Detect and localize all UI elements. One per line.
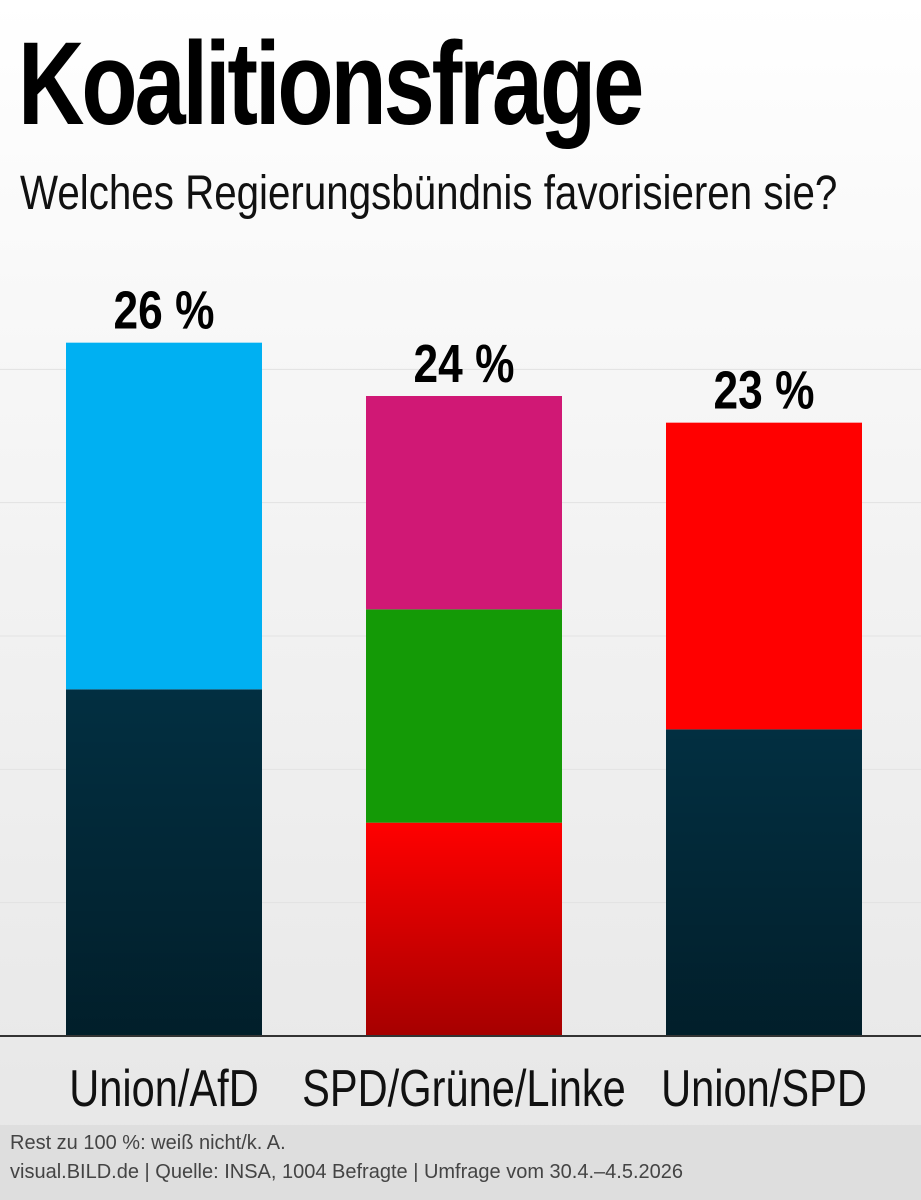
footnote-rest: Rest zu 100 %: weiß nicht/k. A. [10, 1132, 286, 1154]
footnote-source: visual.BILD.de | Quelle: INSA, 1004 Befr… [10, 1161, 683, 1183]
footer-bar [0, 1125, 921, 1200]
bars [66, 342, 862, 1036]
value-label: 23 % [714, 361, 815, 421]
value-labels: 26 % 24 % 23 % [114, 281, 815, 421]
category-label: SPD/Grüne/Linke [302, 1059, 626, 1118]
chart-title: Koalitionsfrage [18, 18, 644, 150]
value-label: 26 % [114, 281, 215, 341]
bar-segment-shade [66, 689, 262, 1036]
bar-segment-shade [666, 729, 862, 1036]
bar-segment [366, 396, 562, 610]
value-label: 24 % [414, 334, 515, 394]
bar-segment [366, 609, 562, 823]
bar-segment-shade [366, 822, 562, 1036]
bar-segment [666, 422, 862, 730]
category-label: Union/AfD [69, 1059, 259, 1118]
bar-segment [66, 342, 262, 690]
category-label: Union/SPD [661, 1059, 867, 1118]
stacked-bar-chart: 26 %24 % 23 % Union/AfD SPD/Grüne/Linke Uni… [0, 281, 921, 1118]
category-labels: Union/AfD SPD/Grüne/Linke Union/SPD [69, 1059, 867, 1118]
chart-subtitle: Welches Regierungsbündnis favorisieren s… [20, 167, 838, 220]
